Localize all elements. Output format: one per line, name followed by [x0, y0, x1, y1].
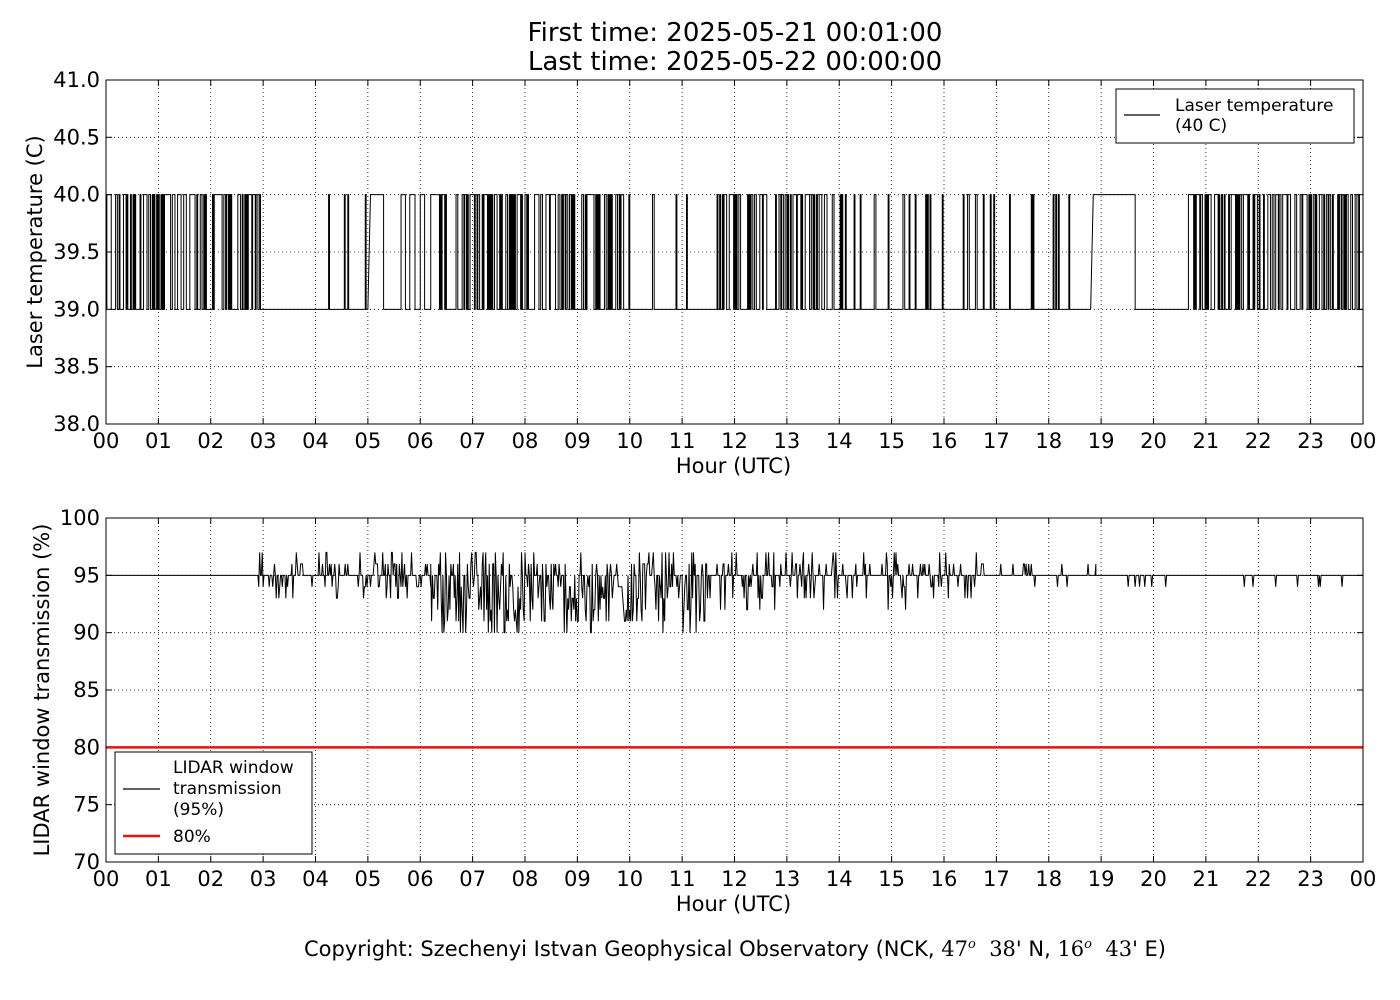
y-tick-label: 39.5 — [53, 240, 100, 264]
x-tick-label: 00 — [93, 429, 120, 453]
x-tick-label: 21 — [1193, 429, 1220, 453]
x-tick-label: 05 — [355, 429, 382, 453]
x-tick-label: 02 — [197, 429, 224, 453]
x-tick-label: 08 — [512, 429, 539, 453]
x-tick-label: 19 — [1088, 867, 1115, 891]
x-tick-label: 01 — [145, 429, 172, 453]
x-tick-label: 22 — [1245, 429, 1272, 453]
x-tick-label: 18 — [1035, 867, 1062, 891]
x-tick-label: 00 — [1350, 429, 1377, 453]
legend-label-transmission: transmission — [173, 779, 282, 799]
x-tick-label: 01 — [145, 867, 172, 891]
laser-temperature-plot: 00 01 02 03 04 05 06 07 08 09 10 11 12 13 14 15 16 17 18 19… — [23, 68, 1376, 478]
x-tick-label: 16 — [931, 867, 958, 891]
plot-frame — [105, 79, 1364, 425]
lon-degrees: 16 — [1057, 937, 1085, 961]
footer-prefix: Copyright: Szechenyi Istvan Geophysical … — [303, 937, 942, 961]
x-tick-label: 06 — [407, 429, 434, 453]
laser-temperature-line — [106, 194, 1363, 310]
lat-suffix: ' N, — [1015, 937, 1058, 961]
y-tick-label: 100 — [60, 506, 100, 530]
chart-title-line-1: First time: 2025-05-21 00:01:00 — [527, 18, 943, 48]
x-tick-label: 13 — [774, 429, 801, 453]
legend-label-laser: Laser temperature — [1175, 96, 1333, 116]
lon-minutes: 43 — [1105, 937, 1133, 961]
y-tick-label: 90 — [73, 621, 100, 645]
x-tick-label: 21 — [1193, 867, 1220, 891]
x-tick-label: 15 — [878, 429, 905, 453]
x-axis-label: Hour (UTC) — [676, 454, 791, 478]
x-axis-label: Hour (UTC) — [676, 892, 791, 916]
x-tick-label: 04 — [302, 429, 329, 453]
plot-frame — [105, 517, 1364, 863]
x-tick-label: 23 — [1297, 429, 1324, 453]
x-tick-label: 06 — [407, 867, 434, 891]
x-tick-label: 07 — [459, 429, 486, 453]
x-tick-label: 14 — [826, 867, 853, 891]
plot-area — [106, 551, 1363, 749]
legend-label-transmission: LIDAR window — [173, 758, 294, 778]
x-tick-label: 15 — [878, 867, 905, 891]
y-axis-label: Laser temperature (C) — [23, 135, 47, 368]
y-tick-label: 40.5 — [53, 125, 100, 149]
x-tick-label: 13 — [774, 867, 801, 891]
y-tick-label: 41.0 — [53, 68, 100, 92]
x-tick-label: 11 — [669, 429, 696, 453]
lat-degree-mark: o — [968, 937, 976, 952]
x-tick-label: 02 — [197, 867, 224, 891]
x-tick-label: 04 — [302, 867, 329, 891]
y-tick-label: 80 — [73, 735, 100, 759]
lidar-transmission-line — [106, 551, 1363, 634]
x-tick-label: 17 — [983, 429, 1010, 453]
y-tick-label: 39.0 — [53, 297, 100, 321]
x-tick-label: 22 — [1245, 867, 1272, 891]
x-tick-label: 16 — [931, 429, 958, 453]
y-tick-label: 85 — [73, 678, 100, 702]
y-tick-label: 95 — [73, 563, 100, 587]
x-tick-label: 20 — [1140, 429, 1167, 453]
plot-area — [106, 194, 1363, 310]
x-tick-label: 09 — [564, 867, 591, 891]
x-tick-label: 03 — [250, 429, 277, 453]
legend-box — [1115, 88, 1355, 144]
x-tick-label: 23 — [1297, 867, 1324, 891]
x-tick-label: 00 — [1350, 867, 1377, 891]
x-tick-label: 05 — [355, 867, 382, 891]
x-tick-label: 20 — [1140, 867, 1167, 891]
y-tick-label: 40.0 — [53, 183, 100, 207]
lat-minutes: 38 — [989, 937, 1016, 961]
legend-label-transmission: (95%) — [173, 800, 224, 820]
y-tick-label: 70 — [73, 850, 100, 874]
x-tick-label: 12 — [721, 429, 748, 453]
chart-title-line-2: Last time: 2025-05-22 00:00:00 — [527, 47, 943, 77]
x-tick-label: 03 — [250, 867, 277, 891]
x-tick-label: 14 — [826, 429, 853, 453]
lon-suffix: ' E) — [1132, 937, 1167, 961]
legend-label-laser: (40 C) — [1175, 116, 1227, 136]
copyright-footer: Copyright: Szechenyi Istvan Geophysical … — [0, 937, 1400, 961]
y-axis-label: LIDAR window transmission (%) — [30, 524, 54, 857]
x-tick-label: 10 — [616, 429, 643, 453]
lon-degree-mark: o — [1084, 937, 1092, 952]
y-tick-label: 38.5 — [53, 355, 100, 379]
y-tick-label: 38.0 — [53, 412, 100, 436]
x-tick-label: 11 — [669, 867, 696, 891]
x-tick-label: 18 — [1035, 429, 1062, 453]
x-tick-label: 00 — [93, 867, 120, 891]
lidar-transmission-plot: 00 01 02 03 04 05 06 07 08 09 10 11 12 13 14 15 16 17 18 19… — [30, 506, 1376, 916]
y-tick-label: 75 — [73, 793, 100, 817]
x-tick-label: 07 — [459, 867, 486, 891]
x-tick-label: 08 — [512, 867, 539, 891]
x-tick-label: 17 — [983, 867, 1010, 891]
legend-label-threshold: 80% — [173, 827, 211, 847]
x-tick-label: 19 — [1088, 429, 1115, 453]
x-tick-label: 10 — [616, 867, 643, 891]
x-tick-label: 12 — [721, 867, 748, 891]
x-tick-label: 09 — [564, 429, 591, 453]
lat-degrees: 47 — [941, 937, 968, 961]
